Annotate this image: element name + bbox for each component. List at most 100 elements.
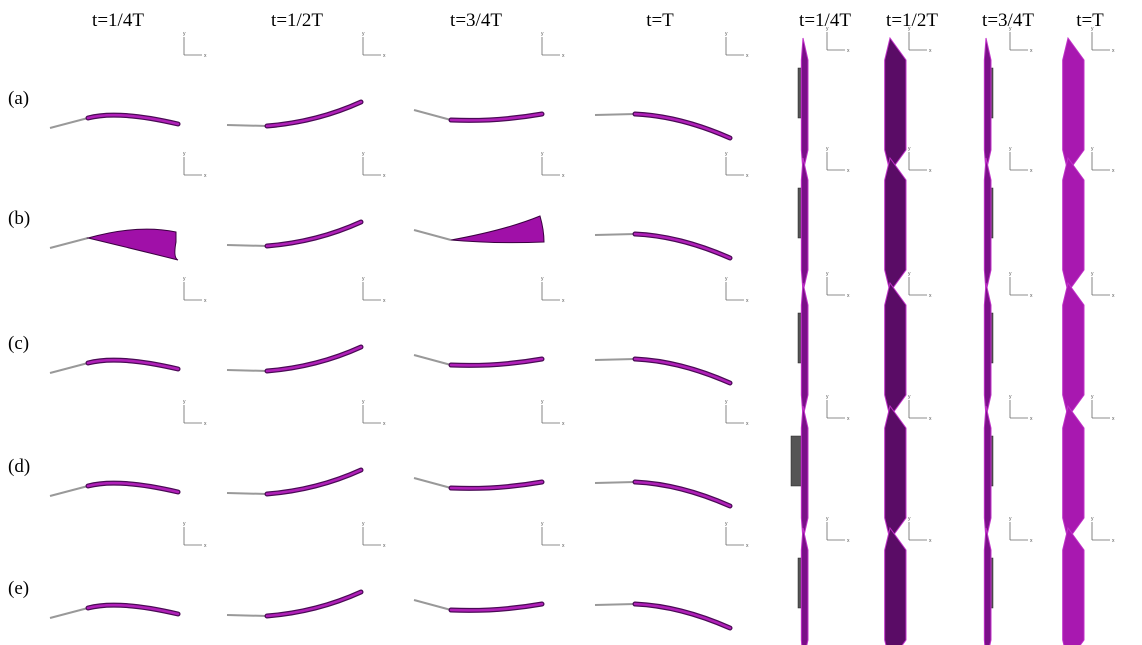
- flag-front: [1063, 528, 1084, 645]
- side-view: [227, 102, 361, 126]
- flag-pole: [595, 114, 635, 115]
- flag-front: [885, 528, 906, 645]
- front-view: [791, 406, 808, 540]
- flag-pole: [414, 355, 451, 365]
- side-view: [595, 604, 730, 628]
- flag-pole: [227, 493, 267, 494]
- flag-front: [885, 406, 906, 540]
- flag-front: [1063, 158, 1084, 292]
- axis-label: x: [1112, 168, 1115, 174]
- flag-membrane: [267, 102, 361, 126]
- flag-front: [801, 406, 808, 540]
- front-view: [984, 406, 993, 540]
- axis-label: x: [847, 293, 850, 299]
- column-header: t=T: [646, 10, 674, 31]
- side-view: [414, 600, 542, 610]
- front-view: [1063, 38, 1084, 172]
- axis-label: y: [908, 394, 911, 400]
- front-view: [885, 283, 906, 417]
- axis-label: y: [826, 516, 829, 522]
- front-view: [798, 158, 808, 292]
- flag-membrane: [635, 114, 730, 138]
- flag-membrane: [451, 216, 544, 243]
- axis-label: y: [908, 516, 911, 522]
- axis-label: y: [362, 399, 365, 405]
- side-view: [50, 229, 178, 260]
- flag-front: [984, 528, 991, 645]
- front-view: [1063, 406, 1084, 540]
- axis-label: x: [847, 48, 850, 54]
- axis-label: x: [1112, 538, 1115, 544]
- side-view: [595, 234, 730, 258]
- axis-label: x: [746, 543, 749, 549]
- axis-label: y: [908, 271, 911, 277]
- flag-front: [801, 38, 808, 172]
- front-view: [984, 158, 993, 292]
- flag-pole: [595, 604, 635, 605]
- front-view: [885, 406, 906, 540]
- front-view: [885, 528, 906, 645]
- flag-pole: [414, 600, 451, 610]
- side-view: [50, 605, 178, 618]
- side-view: [414, 355, 542, 365]
- axis-label: x: [204, 298, 207, 304]
- flag-front: [885, 283, 906, 417]
- axis-label: y: [826, 394, 829, 400]
- side-view: [227, 592, 361, 616]
- front-view: [798, 38, 808, 172]
- axis-label: x: [383, 298, 386, 304]
- axis-label: y: [541, 151, 544, 157]
- axis-label: x: [1030, 293, 1033, 299]
- row-label: (b): [8, 208, 30, 229]
- axis-label: y: [725, 31, 728, 37]
- axis-label: y: [1091, 516, 1094, 522]
- axis-label: x: [562, 298, 565, 304]
- axis-label: y: [541, 31, 544, 37]
- axis-label: x: [746, 53, 749, 59]
- axis-label: y: [1091, 146, 1094, 152]
- axis-label: y: [1009, 146, 1012, 152]
- axis-label: y: [541, 399, 544, 405]
- axis-label: x: [204, 173, 207, 179]
- axis-label: x: [204, 421, 207, 427]
- flag-front: [801, 158, 808, 292]
- flag-front: [984, 38, 991, 172]
- flag-membrane: [635, 482, 730, 506]
- flag-front: [801, 528, 808, 645]
- axis-label: x: [1030, 538, 1033, 544]
- flag-pole: [414, 230, 451, 240]
- side-view: [595, 482, 730, 506]
- front-view: [1063, 283, 1084, 417]
- axis-label: x: [204, 53, 207, 59]
- axis-label: y: [1009, 271, 1012, 277]
- flag-pole: [227, 245, 267, 246]
- axis-label: x: [562, 53, 565, 59]
- column-header: t=1/4T: [92, 10, 144, 31]
- flag-membrane: [267, 222, 361, 246]
- side-view: [227, 470, 361, 494]
- axis-label: x: [929, 48, 932, 54]
- flag-front: [984, 283, 991, 417]
- side-view: [227, 222, 361, 246]
- axis-label: y: [183, 151, 186, 157]
- axis-label: x: [383, 53, 386, 59]
- axis-label: x: [746, 173, 749, 179]
- flag-membrane: [267, 592, 361, 616]
- axis-label: x: [1112, 293, 1115, 299]
- front-view: [798, 283, 808, 417]
- flag-front: [984, 158, 991, 292]
- side-view: [50, 115, 178, 128]
- column-header: t=3/4T: [450, 10, 502, 31]
- axis-label: x: [383, 543, 386, 549]
- axis-label: x: [929, 293, 932, 299]
- axis-label: x: [1112, 48, 1115, 54]
- axis-label: y: [362, 151, 365, 157]
- axis-label: x: [1030, 168, 1033, 174]
- flag-front: [1063, 283, 1084, 417]
- flag-front: [801, 283, 808, 417]
- flag-pole: [50, 238, 88, 248]
- flag-front: [885, 38, 906, 172]
- front-view: [984, 38, 993, 172]
- row-label: (c): [8, 333, 29, 354]
- axis-label: y: [826, 271, 829, 277]
